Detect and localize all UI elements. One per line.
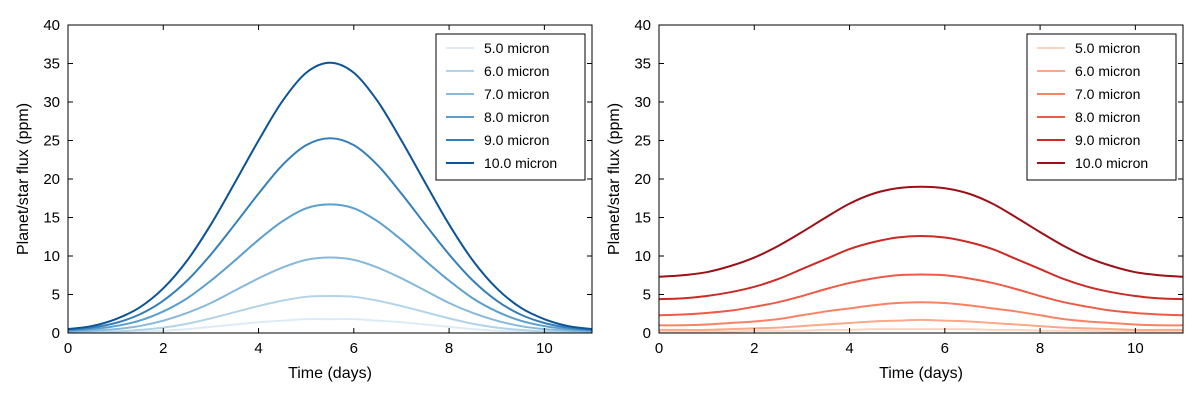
y-tick-label: 20 xyxy=(43,171,60,188)
legend-label: 8.0 micron xyxy=(484,109,549,125)
x-tick-label: 4 xyxy=(845,340,853,357)
x-tick-label: 10 xyxy=(536,340,553,357)
y-tick-label: 5 xyxy=(52,287,60,304)
y-axis-label: Planet/star flux (ppm) xyxy=(15,103,32,255)
legend-label: 5.0 micron xyxy=(1075,40,1140,56)
series-line-5-0-micron xyxy=(68,318,592,333)
y-tick-label: 10 xyxy=(634,248,651,265)
y-tick-label: 35 xyxy=(634,56,651,73)
left-chart-panel: 0 2 4 6 8 10 0 5 10 15 20 25 30 35 40 Time (days) Planet… xyxy=(15,17,593,382)
y-tick-label: 15 xyxy=(43,210,60,227)
x-tick-label: 2 xyxy=(750,340,758,357)
legend-label: 7.0 micron xyxy=(1075,86,1140,102)
series-line-6-0-micron xyxy=(659,318,1183,331)
y-tick-label: 30 xyxy=(43,94,60,111)
legend-label: 9.0 micron xyxy=(1075,132,1140,148)
x-tick-label: 4 xyxy=(254,340,262,357)
y-tick-label: 5 xyxy=(643,287,651,304)
legend: 5.0 micron 6.0 micron 7.0 micron 8.0 micron… xyxy=(435,33,586,181)
x-tick-label: 6 xyxy=(350,340,358,357)
series-line-10-0-micron xyxy=(68,61,592,331)
y-tick-label: 15 xyxy=(634,210,651,227)
legend-box xyxy=(1026,33,1177,181)
legend-label: 9.0 micron xyxy=(484,132,549,148)
y-tick-label: 0 xyxy=(643,325,651,342)
y-tick-label: 40 xyxy=(634,17,651,34)
y-axis-label: Planet/star flux (ppm) xyxy=(606,103,623,255)
x-tick-label: 10 xyxy=(1127,340,1144,357)
y-tick-label: 0 xyxy=(52,325,60,342)
series-line-7-0-micron xyxy=(659,301,1183,327)
series-group xyxy=(68,61,592,333)
series-line-8-0-micron xyxy=(659,273,1183,317)
legend-label: 6.0 micron xyxy=(1075,63,1140,79)
series-group xyxy=(659,185,1183,333)
legend-label: 5.0 micron xyxy=(484,40,549,56)
x-axis-label: Time (days) xyxy=(288,365,372,382)
x-tick-label: 6 xyxy=(941,340,949,357)
series-line-9-0-micron xyxy=(659,234,1183,301)
series-line-7-0-micron xyxy=(68,256,592,333)
x-tick-label: 0 xyxy=(64,340,72,357)
legend-box xyxy=(435,33,586,181)
x-tick-label: 0 xyxy=(655,340,663,357)
legend-label: 8.0 micron xyxy=(1075,109,1140,125)
x-tick-label: 2 xyxy=(159,340,167,357)
series-line-6-0-micron xyxy=(68,295,592,333)
x-tick-label: 8 xyxy=(445,340,453,357)
legend-label: 10.0 micron xyxy=(1075,155,1148,171)
y-tick-label: 35 xyxy=(43,56,60,73)
y-tick-label: 10 xyxy=(43,248,60,265)
y-tick-label: 20 xyxy=(634,171,651,188)
y-tick-label: 25 xyxy=(43,133,60,150)
right-chart-panel: 0 2 4 6 8 10 0 5 10 15 20 25 30 35 40 Time (days) Planet… xyxy=(606,17,1184,382)
legend-label: 10.0 micron xyxy=(484,155,557,171)
series-line-5-0-micron xyxy=(659,328,1183,333)
series-line-10-0-micron xyxy=(659,185,1183,278)
x-axis-label: Time (days) xyxy=(879,365,963,382)
legend-label: 6.0 micron xyxy=(484,63,549,79)
series-line-8-0-micron xyxy=(68,203,592,332)
y-tick-label: 30 xyxy=(634,94,651,111)
legend: 5.0 micron 6.0 micron 7.0 micron 8.0 micron… xyxy=(1026,33,1177,181)
x-tick-label: 8 xyxy=(1036,340,1044,357)
y-tick-label: 25 xyxy=(634,133,651,150)
legend-label: 7.0 micron xyxy=(484,86,549,102)
series-line-9-0-micron xyxy=(68,137,592,331)
y-tick-label: 40 xyxy=(43,17,60,34)
